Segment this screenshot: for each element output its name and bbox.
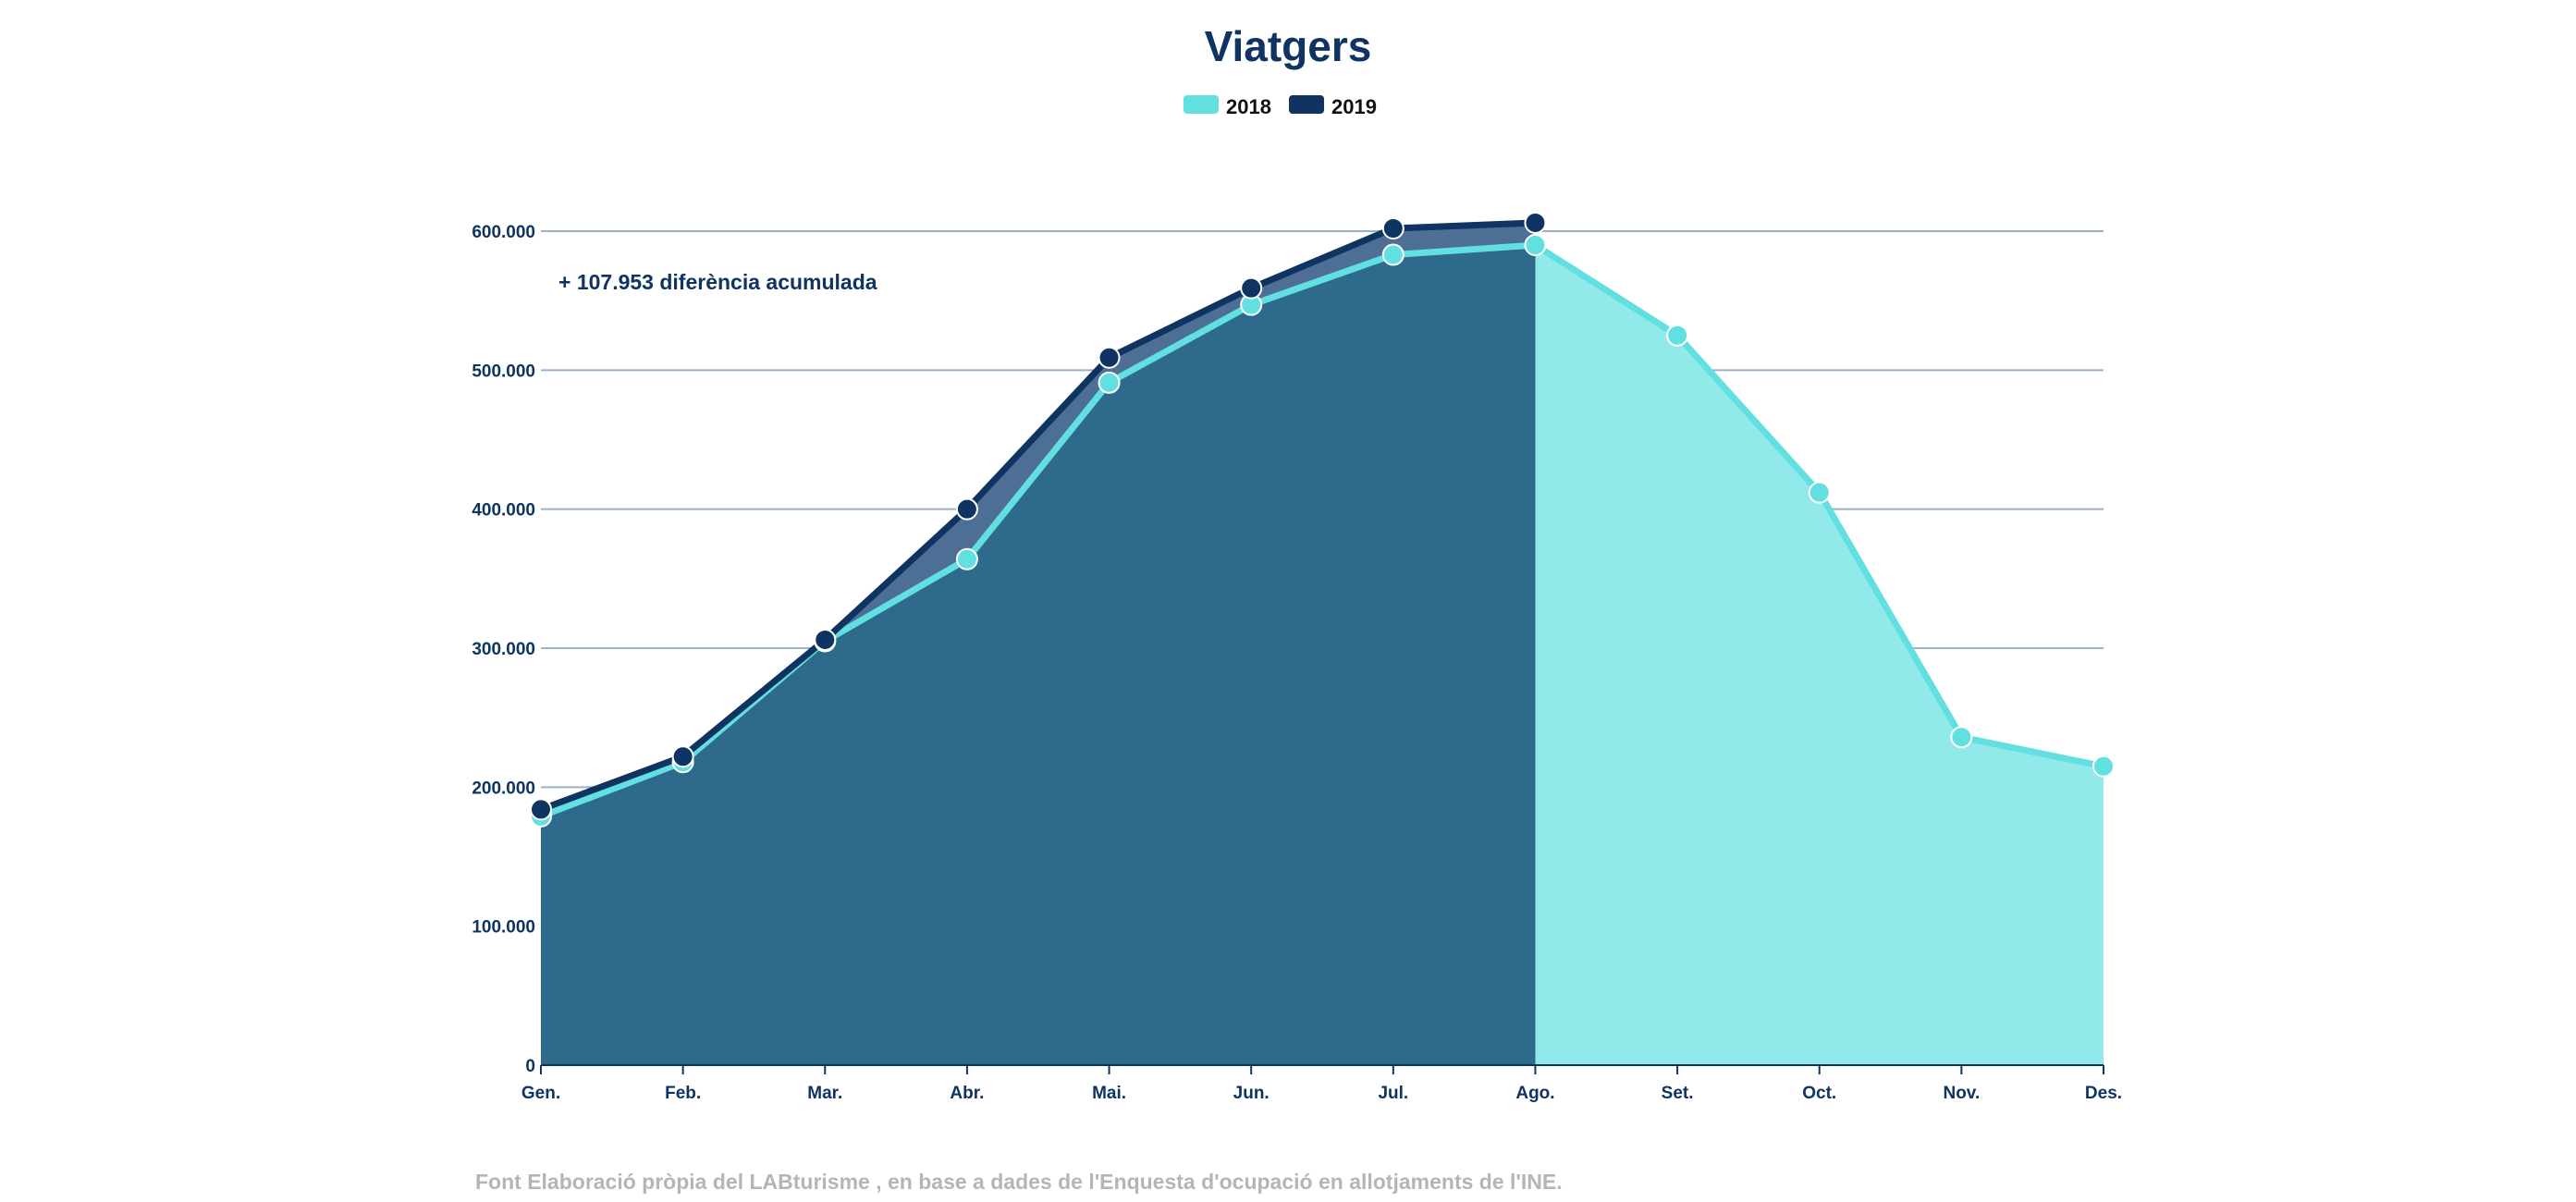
x-tick-label: Oct. (1802, 1084, 1836, 1103)
y-tick-label: 200.000 (472, 779, 535, 798)
x-tick-label: Jun. (1233, 1084, 1270, 1103)
chart-title: Viatgers (1205, 22, 1372, 70)
point-2018 (1666, 324, 1689, 347)
x-tick-label: Des. (2085, 1084, 2122, 1103)
y-tick-label: 0 (525, 1057, 535, 1076)
x-tick-label: Feb. (665, 1084, 701, 1103)
y-tick-label: 600.000 (472, 223, 535, 242)
x-tick-label: Jul. (1378, 1084, 1408, 1103)
point-2019 (530, 798, 552, 821)
point-2019 (955, 497, 978, 521)
point-2019 (671, 745, 694, 768)
point-2018 (1808, 481, 1831, 504)
point-2019 (1381, 216, 1405, 239)
point-2018 (1524, 234, 1547, 257)
legend-swatch-2019 (1289, 95, 1324, 114)
point-2019 (1098, 346, 1121, 369)
annotation-difference: + 107.953 diferència acumulada (558, 270, 877, 294)
point-2018 (1950, 726, 1973, 749)
x-axis: Gen. Feb. Mar. Abr. Mai. Jun. Jul. Ago. Set. Oct.… (521, 1064, 2122, 1103)
area-overlap (541, 245, 1536, 1065)
x-tick-label: Set. (1662, 1084, 1694, 1103)
point-2018 (1098, 371, 1121, 394)
x-tick-label: Gen. (521, 1084, 560, 1103)
point-2019 (1524, 211, 1547, 234)
x-tick-label: Ago. (1515, 1084, 1554, 1103)
y-tick-label: 400.000 (472, 501, 535, 521)
point-2018 (2092, 754, 2115, 778)
line-2019 (539, 219, 1536, 813)
legend-label-2018: 2018 (1226, 95, 1271, 118)
legend-swatch-2018 (1184, 95, 1219, 114)
y-axis: 0 100.000 200.000 300.000 400.000 500.000 600.… (472, 223, 535, 1076)
point-2019 (814, 628, 837, 651)
point-2018 (1381, 243, 1405, 266)
source-note: Font Elaboració pròpia del LABturisme , … (475, 1170, 1563, 1194)
x-tick-label: Nov. (1943, 1084, 1980, 1103)
y-tick-label: 100.000 (472, 918, 535, 938)
areas (541, 222, 2104, 1066)
series-points (530, 211, 2115, 828)
y-tick-label: 300.000 (472, 640, 535, 659)
point-2018 (955, 547, 978, 570)
series-lines (539, 219, 2104, 820)
point-2019 (1240, 276, 1263, 300)
legend-label-2019: 2019 (1331, 95, 1377, 118)
x-tick-label: Mai. (1092, 1084, 1126, 1103)
x-tick-label: Mar. (807, 1084, 842, 1103)
y-tick-label: 500.000 (472, 362, 535, 381)
x-tick-label: Abr. (950, 1084, 984, 1103)
legend: 2018 2019 (1184, 95, 1377, 118)
